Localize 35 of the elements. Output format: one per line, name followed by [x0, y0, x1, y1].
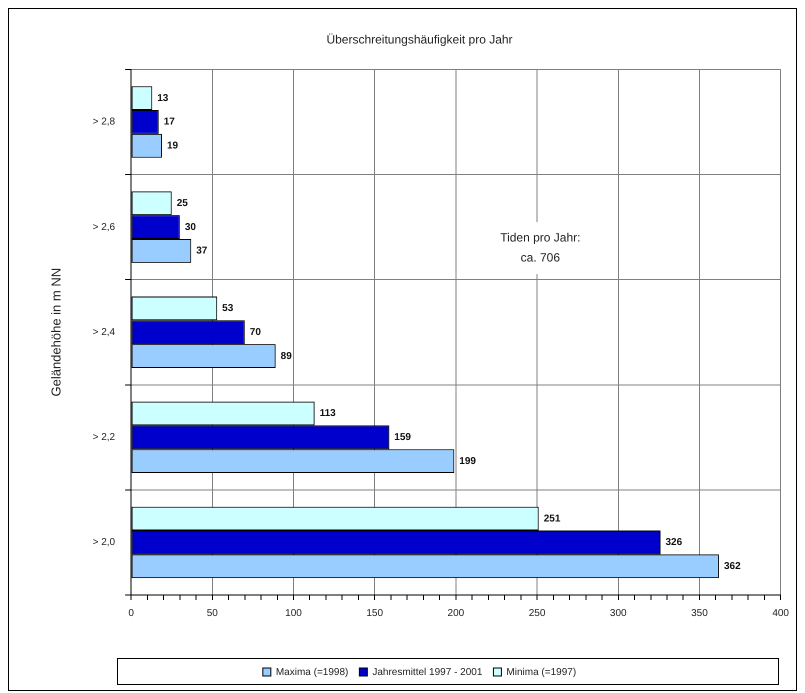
x-tick-label: 200 [448, 608, 465, 619]
x-tick-label: 250 [528, 608, 546, 619]
data-label: 17 [164, 116, 176, 128]
legend-label: Minima (=1997) [506, 666, 576, 678]
y-axis-title: Geländehöhe in m NN [48, 268, 64, 397]
data-label: 251 [544, 513, 561, 524]
y-tick-label: > 2,6 [92, 222, 116, 233]
data-label: 70 [250, 326, 262, 338]
data-label: 326 [665, 537, 683, 548]
x-tick-label: 0 [128, 608, 134, 619]
x-tick-label: 50 [206, 608, 218, 619]
data-label: 13 [157, 92, 169, 104]
y-tick-label: > 2,2 [92, 432, 116, 444]
data-label: 53 [222, 303, 234, 314]
x-tick-label: 400 [772, 608, 790, 619]
data-label: 19 [166, 140, 179, 152]
y-tick-label: > 2,4 [92, 326, 116, 338]
data-label: 30 [184, 222, 196, 233]
data-label: 113 [320, 408, 336, 420]
x-tick-label: 100 [285, 608, 302, 619]
y-tick-label: > 2,0 [92, 537, 116, 548]
x-tick-label: 300 [610, 608, 628, 619]
x-tick-label: 150 [366, 608, 384, 619]
y-tick-label: > 2,8 [92, 116, 116, 128]
data-label: 25 [176, 198, 188, 210]
data-label: 199 [459, 456, 476, 467]
legend-label: Maxima (=1998) [276, 666, 348, 678]
legend-label: Jahresmittel 1997 - 2001 [372, 666, 483, 678]
data-label: 159 [394, 432, 412, 444]
data-label: 37 [196, 246, 208, 257]
chart-title: Überschreitungshäufigkeit pro Jahr [326, 32, 513, 47]
data-label: 89 [280, 350, 292, 362]
x-tick-label: 350 [691, 608, 708, 619]
data-label: 362 [724, 561, 742, 572]
annotation: Tiden pro Jahr: ca. 706 [500, 230, 580, 264]
